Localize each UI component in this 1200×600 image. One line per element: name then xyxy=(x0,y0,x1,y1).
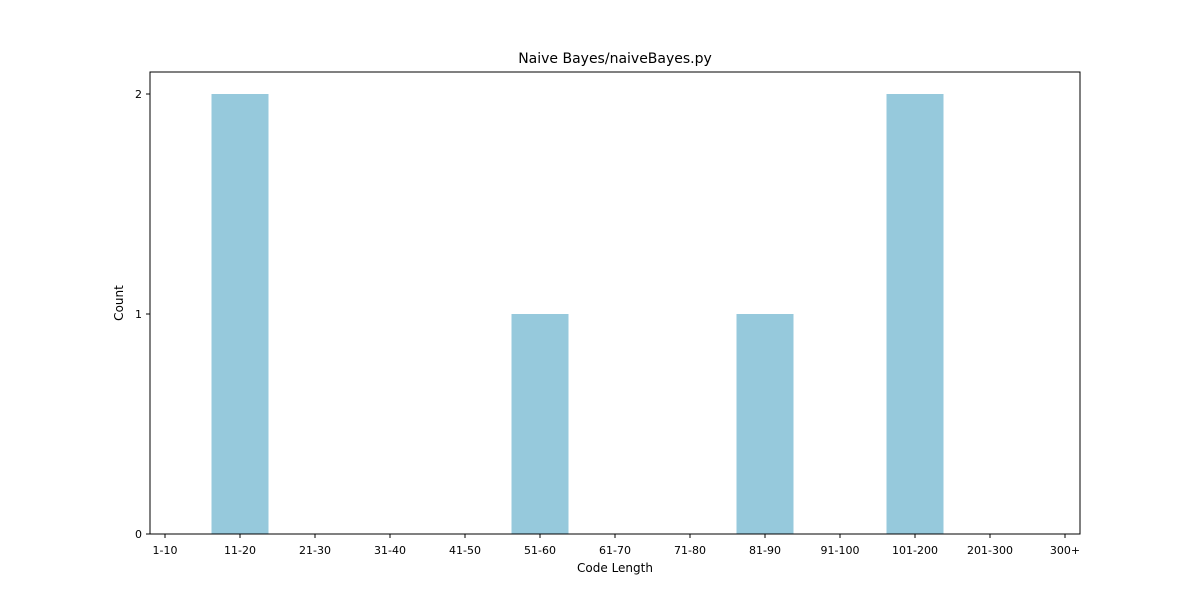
bar-51-60 xyxy=(512,314,569,534)
x-tick-label-11-20: 11-20 xyxy=(224,544,256,557)
bar-81-90 xyxy=(737,314,794,534)
x-tick-label-300plus: 300+ xyxy=(1050,544,1080,557)
x-tick-label-61-70: 61-70 xyxy=(599,544,631,557)
x-tick-label-101-200: 101-200 xyxy=(892,544,938,557)
chart-title: Naive Bayes/naiveBayes.py xyxy=(518,51,712,67)
x-tick-label-21-30: 21-30 xyxy=(299,544,331,557)
x-tick-label-201-300: 201-300 xyxy=(967,544,1013,557)
y-axis-label: Count xyxy=(112,285,126,321)
y-axis: 0 1 2 xyxy=(135,88,150,541)
bar-11-20 xyxy=(212,94,269,534)
bars-group xyxy=(212,94,944,534)
x-axis: 1-10 11-20 21-30 31-40 41-50 51-60 61-70 71-80 8… xyxy=(153,534,1081,557)
y-tick-label-0: 0 xyxy=(135,528,142,541)
x-tick-label-41-50: 41-50 xyxy=(449,544,481,557)
bar-101-200 xyxy=(887,94,944,534)
x-tick-label-71-80: 71-80 xyxy=(674,544,706,557)
x-axis-label: Code Length xyxy=(577,561,653,575)
x-tick-label-51-60: 51-60 xyxy=(524,544,556,557)
x-tick-label-1-10: 1-10 xyxy=(153,544,178,557)
x-tick-label-81-90: 81-90 xyxy=(749,544,781,557)
x-tick-label-91-100: 91-100 xyxy=(821,544,860,557)
y-tick-label-2: 2 xyxy=(135,88,142,101)
x-tick-label-31-40: 31-40 xyxy=(374,544,406,557)
y-tick-label-1: 1 xyxy=(135,308,142,321)
